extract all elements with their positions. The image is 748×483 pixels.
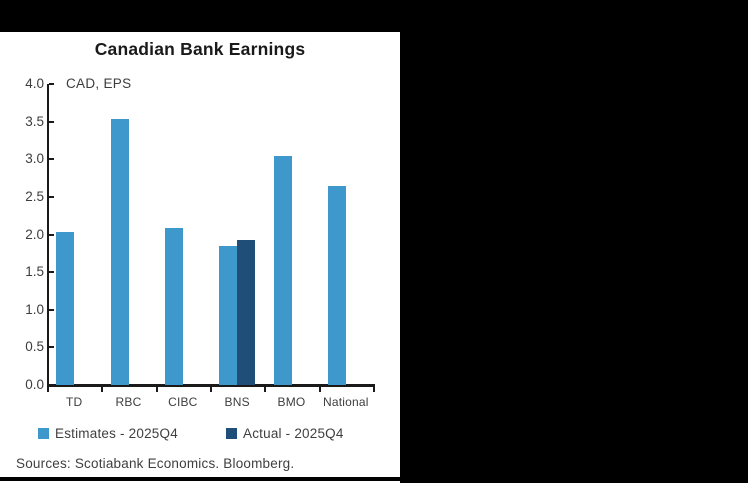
x-axis-tick [155,384,158,392]
chart-panel: Canadian Bank Earnings CAD, EPS Estimate… [0,32,400,483]
bar-estimate-cibc [164,227,183,385]
y-axis-tick [49,83,54,85]
bar-estimate-td [56,232,75,385]
legend-item-estimates: Estimates - 2025Q4 [38,426,178,441]
y-axis-tick-label: 2.0 [25,226,44,242]
bar-estimate-rbc [110,118,129,385]
y-axis-tick [49,346,54,349]
bar-estimate-bmo [273,156,292,385]
y-axis-tick-label: 1.5 [25,264,44,280]
legend-label-estimates: Estimates - 2025Q4 [55,426,178,441]
chart-subtitle: CAD, EPS [66,76,132,91]
chart-title: Canadian Bank Earnings [94,39,306,59]
x-axis-label-cibc: CIBC [168,395,198,409]
y-axis-tick-label: 0.5 [25,339,44,355]
x-axis-label-bmo: BMO [277,395,306,409]
bottom-divider [0,477,400,481]
x-axis-label-td: TD [65,395,83,409]
y-axis-tick [49,271,54,274]
legend-item-actual: Actual - 2025Q4 [226,426,344,441]
bar-actual-bns [237,239,256,385]
y-axis-tick-label: 4.0 [25,76,44,91]
x-axis-tick [47,384,49,392]
actual-swatch-icon [226,428,237,439]
x-axis-label-national: National [323,395,369,409]
legend-label-actual: Actual - 2025Q4 [243,426,344,441]
x-axis-label-bns: BNS [224,395,250,409]
x-axis-tick [318,384,321,392]
y-axis-tick [49,233,54,236]
x-axis-tick [264,384,267,392]
y-axis-tick-label: 3.5 [25,113,44,129]
source-note: Sources: Scotiabank Economics. Bloomberg… [16,456,295,471]
x-axis-tick [210,384,212,392]
y-axis-line [47,84,49,385]
y-axis-tick-label: 2.5 [25,188,44,204]
x-axis-tick [373,384,375,392]
estimates-swatch-icon [38,428,49,439]
y-axis-tick [49,195,54,198]
x-axis-tick [101,384,104,392]
y-axis-tick-label: 3.0 [25,151,44,167]
y-axis-tick-label: 1.0 [25,301,44,317]
y-axis-tick-label: 0.0 [25,377,44,392]
y-axis-tick [49,120,54,123]
y-axis-tick [49,308,54,311]
x-axis-label-rbc: RBC [115,395,142,409]
y-axis-tick [49,158,54,161]
bar-estimate-bns [219,245,238,385]
bar-estimate-national [327,186,346,385]
